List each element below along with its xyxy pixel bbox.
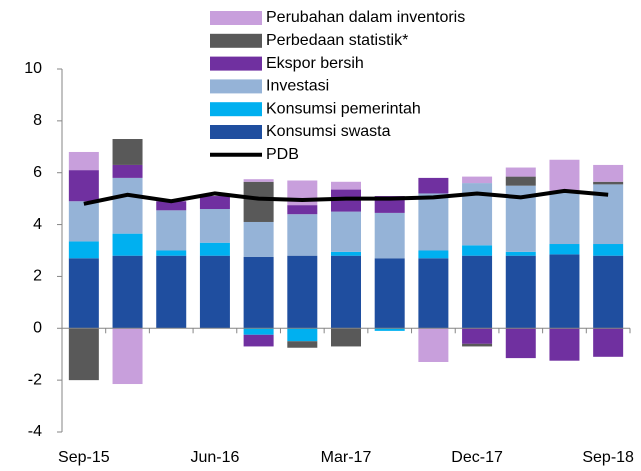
bar-segment — [462, 328, 493, 344]
y-tick-label: 10 — [24, 60, 42, 77]
bar-segment — [287, 255, 318, 329]
x-tick-label: Sep-15 — [58, 449, 110, 466]
bar-segment — [243, 179, 274, 182]
bar-segment — [549, 328, 580, 361]
legend-label: Konsumsi pemerintah — [266, 100, 421, 117]
bar-segment — [593, 255, 624, 329]
legend-label: Konsumsi swasta — [266, 123, 391, 140]
legend-swatch — [210, 11, 262, 25]
bar-segment — [462, 176, 493, 184]
bar-segment — [287, 214, 318, 256]
bar-segment — [199, 209, 230, 243]
legend-label: Investasi — [266, 78, 329, 95]
bar-segment — [418, 328, 449, 362]
bar-segment — [199, 242, 230, 256]
bar-segment — [331, 328, 361, 347]
legend-label: Ekspor bersih — [266, 55, 364, 72]
legend-label: Perubahan dalam inventoris — [266, 9, 465, 26]
bar-segment — [68, 170, 99, 202]
bar-segment — [549, 244, 580, 255]
legend-swatch — [210, 125, 262, 139]
legend-swatch — [210, 33, 262, 48]
bar-segment — [156, 201, 187, 211]
x-tick-label: Sep-18 — [582, 449, 634, 466]
bar-segment — [505, 176, 536, 186]
bar-segment — [374, 258, 405, 329]
bar-segment — [156, 255, 187, 329]
bar-segment — [199, 196, 230, 210]
bar-segment — [418, 177, 449, 194]
bar-segment — [112, 139, 143, 165]
bar-segment — [418, 250, 449, 259]
bar-segment — [549, 159, 580, 191]
bar-segment — [156, 250, 187, 256]
bar-segment — [331, 211, 361, 252]
bar-segment — [287, 341, 318, 348]
y-tick-label: 2 — [33, 268, 42, 285]
bar-segment — [462, 255, 493, 329]
legend-swatch — [210, 102, 262, 117]
bar-segment — [418, 258, 449, 329]
bar-segment — [593, 164, 624, 182]
bar-segment — [462, 343, 493, 347]
bar-segment — [287, 328, 318, 342]
bar-segment — [199, 255, 230, 329]
y-tick-label: 6 — [33, 164, 42, 181]
bar-segment — [243, 221, 274, 257]
bar-segment — [462, 245, 493, 256]
bar-segment — [549, 254, 580, 329]
y-tick-label: -2 — [28, 371, 42, 388]
legend-swatch — [210, 79, 262, 94]
bar-segment — [68, 258, 99, 329]
bar-segment — [505, 255, 536, 329]
bar-segment — [156, 210, 187, 251]
legend-swatch — [210, 56, 262, 71]
bar-segment — [243, 256, 274, 329]
bar-segment — [68, 241, 99, 259]
bar-segment — [243, 328, 274, 335]
bar-segment — [593, 244, 624, 256]
bar-segment — [505, 251, 536, 256]
bar-segment — [112, 255, 143, 329]
bar-segment — [287, 205, 318, 215]
bar-segment — [112, 328, 143, 385]
bar-segment — [418, 193, 449, 251]
bar-segment — [593, 328, 624, 357]
x-tick-label: Dec-17 — [451, 449, 503, 466]
y-tick-label: 8 — [33, 112, 42, 129]
bar-segment — [374, 212, 405, 259]
bar-segment — [68, 328, 99, 381]
bar-segment — [505, 328, 536, 359]
bar-segment — [112, 177, 143, 234]
bar-segment — [331, 181, 361, 190]
bar-segment — [243, 334, 274, 347]
legend-label: PDB — [266, 146, 299, 163]
x-tick-label: Mar-17 — [321, 449, 372, 466]
bar-segment — [68, 151, 99, 171]
bar-segment — [243, 181, 274, 222]
bar-segment — [505, 167, 536, 177]
bar-segment — [112, 164, 143, 178]
bar-segment — [549, 190, 580, 245]
bar-segment — [593, 181, 624, 185]
bar-segment — [68, 201, 99, 242]
y-tick-label: 0 — [33, 320, 42, 337]
legend-label: Perbedaan statistik* — [266, 32, 408, 49]
x-tick-label: Jun-16 — [190, 449, 239, 466]
bar-segment — [331, 255, 361, 329]
line — [83, 188, 609, 206]
bar-segment — [374, 328, 405, 331]
y-tick-label: 4 — [33, 216, 42, 233]
bar-segment — [331, 251, 361, 256]
y-tick-label: -4 — [28, 423, 42, 440]
bar-segment — [112, 233, 143, 256]
